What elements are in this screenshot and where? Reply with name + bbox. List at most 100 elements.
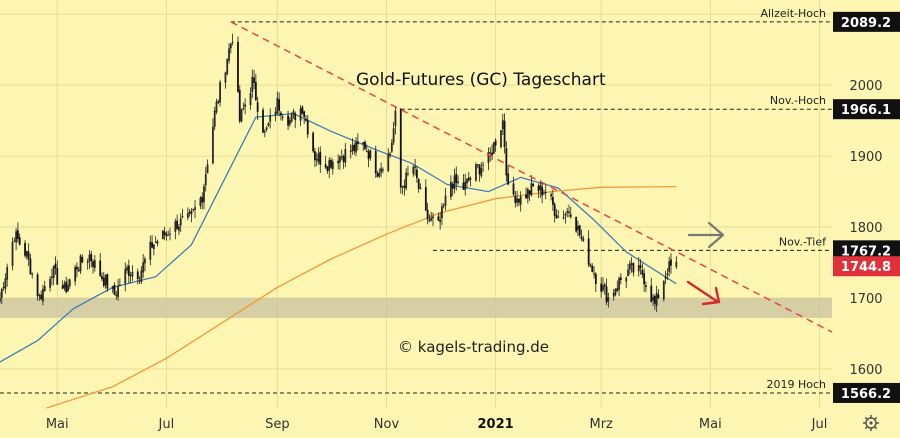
candle-body: [68, 279, 71, 287]
candle-body: [43, 286, 46, 292]
candle-body: [512, 183, 515, 195]
candle-body: [607, 297, 610, 302]
candle-body: [666, 273, 669, 276]
candle-body: [376, 173, 379, 178]
candle-body: [564, 213, 567, 216]
watermark: © kagels-trading.de: [398, 338, 549, 356]
candle-body: [662, 281, 665, 300]
candle-body: [213, 110, 216, 127]
candle-body: [412, 166, 415, 174]
candle-body: [36, 274, 39, 297]
candle-body: [356, 141, 359, 145]
candle-body: [174, 221, 177, 232]
candle-body: [76, 266, 78, 270]
x-tick-label: Mai: [699, 417, 722, 432]
candle-body: [501, 120, 504, 130]
candle-body: [56, 268, 59, 285]
candle-body: [365, 151, 368, 153]
candle-body: [104, 275, 107, 285]
candle-body: [212, 126, 214, 164]
candle-body: [188, 211, 191, 214]
candle-body: [464, 181, 467, 190]
candle-body: [115, 294, 118, 296]
candle-body: [489, 152, 492, 154]
candle-body: [138, 280, 141, 282]
price-box-label: 2089.2: [841, 16, 891, 31]
candle-body: [127, 265, 130, 276]
x-tick-label: 2021: [478, 417, 514, 432]
candle-body: [453, 175, 456, 189]
candle-body: [324, 164, 327, 168]
price-box-label: 1767.2: [841, 244, 891, 259]
candle-body: [181, 216, 184, 218]
candle-body: [317, 153, 320, 163]
candle-body: [280, 112, 282, 116]
candle-body: [140, 270, 143, 282]
candle-body: [457, 181, 459, 183]
candle-body: [589, 264, 592, 267]
candle-body: [591, 265, 594, 272]
candle-body: [124, 269, 127, 284]
candle-body: [4, 278, 7, 289]
candle-body: [11, 242, 14, 266]
candle-body: [405, 172, 408, 189]
y-tick-label: 1600: [849, 363, 882, 378]
candle-body: [528, 190, 531, 195]
candle-body: [451, 183, 454, 189]
candle-body: [269, 115, 272, 122]
x-tick-label: Mrz: [589, 417, 613, 432]
candle-body: [476, 164, 479, 166]
candle-body: [238, 89, 241, 122]
candle-body: [401, 186, 404, 188]
candle-body: [627, 269, 629, 277]
candle-body: [580, 236, 583, 239]
candle-body: [339, 156, 341, 163]
settings-icon[interactable]: [863, 415, 879, 431]
candle-body: [349, 150, 352, 152]
candle-body: [550, 194, 552, 197]
candle-body: [226, 58, 229, 74]
level-name: 2019 Hoch: [766, 378, 826, 391]
candle-body: [619, 277, 622, 280]
level-layer: [0, 21, 832, 394]
candle-body: [417, 179, 420, 189]
candle-body: [441, 206, 443, 219]
candle-body: [65, 281, 68, 293]
candle-body: [38, 295, 41, 297]
candle-body: [539, 184, 542, 190]
candle-body: [305, 118, 307, 121]
candle-body: [111, 285, 114, 290]
candle-body: [86, 261, 89, 263]
candle-body: [399, 108, 402, 188]
candle-body: [367, 151, 370, 160]
candle-body: [151, 242, 153, 248]
candle-body: [294, 113, 297, 121]
candle-body: [81, 257, 84, 263]
chart-title: Gold-Futures (GC) Tageschart: [356, 70, 606, 90]
candle-body: [249, 93, 252, 106]
candle-body: [263, 131, 266, 133]
candle-body: [190, 210, 193, 215]
candle-body: [353, 144, 356, 152]
candle-body: [331, 161, 334, 170]
candle-body: [449, 181, 452, 198]
current-price-box: [833, 256, 900, 277]
candle-body: [392, 128, 395, 143]
candle-body: [301, 106, 304, 114]
candle-body: [541, 186, 544, 196]
candle-body: [93, 260, 96, 268]
candle-body: [215, 101, 218, 113]
candle-body: [551, 197, 554, 205]
candle-body: [369, 150, 372, 159]
candle-body: [303, 111, 306, 117]
candle-body: [566, 211, 569, 213]
candle-body: [603, 284, 606, 287]
candle-body: [380, 168, 383, 173]
candle-body: [136, 271, 139, 280]
candle-body: [52, 265, 55, 279]
candle-body: [532, 184, 535, 187]
candle-body: [442, 205, 445, 207]
candle-body: [670, 259, 672, 266]
candle-body: [505, 148, 508, 176]
